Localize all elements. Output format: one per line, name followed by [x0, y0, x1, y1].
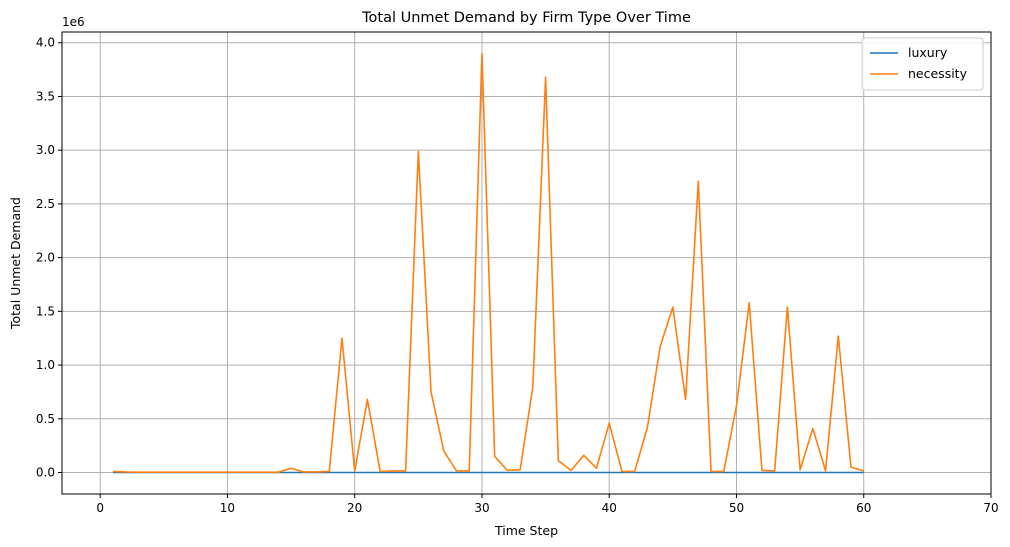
y-tick-label: 0.5	[36, 412, 55, 426]
x-tick-label: 50	[729, 501, 744, 515]
x-tick-label: 20	[347, 501, 362, 515]
x-axis-ticks: 0 10 20 30 40 50 60 70	[96, 494, 999, 515]
x-tick-label: 10	[220, 501, 235, 515]
y-tick-label: 2.0	[36, 251, 55, 265]
x-tick-label: 0	[96, 501, 104, 515]
x-axis-label: Time Step	[494, 523, 558, 538]
y-tick-label: 3.0	[36, 143, 55, 157]
y-axis-ticks: 0.0 0.5 1.0 1.5 2.0 2.5 3.0 3.5 4.0	[36, 36, 62, 480]
legend-box	[861, 37, 984, 91]
y-tick-label: 3.5	[36, 89, 55, 103]
x-tick-label: 70	[983, 501, 998, 515]
y-axis-label: Total Unmet Demand	[8, 197, 23, 330]
series-line-necessity	[112, 52, 864, 473]
x-tick-label: 60	[856, 501, 871, 515]
y-tick-label: 1.0	[36, 358, 55, 372]
chart-title: Total Unmet Demand by Firm Type Over Tim…	[361, 10, 691, 26]
y-tick-label: 0.0	[36, 466, 55, 480]
legend: luxury necessity	[861, 37, 984, 91]
legend-label-luxury: luxury	[908, 45, 948, 60]
y-axis-offset-label: 1e6	[62, 15, 85, 29]
y-tick-label: 1.5	[36, 304, 55, 318]
legend-label-necessity: necessity	[908, 66, 968, 81]
plot-area-frame	[61, 31, 992, 495]
series-layer	[112, 52, 864, 474]
grid-lines	[62, 32, 992, 494]
y-tick-label: 2.5	[36, 197, 55, 211]
x-tick-label: 40	[602, 501, 617, 515]
y-tick-label: 4.0	[36, 36, 55, 50]
x-tick-label: 30	[474, 501, 489, 515]
